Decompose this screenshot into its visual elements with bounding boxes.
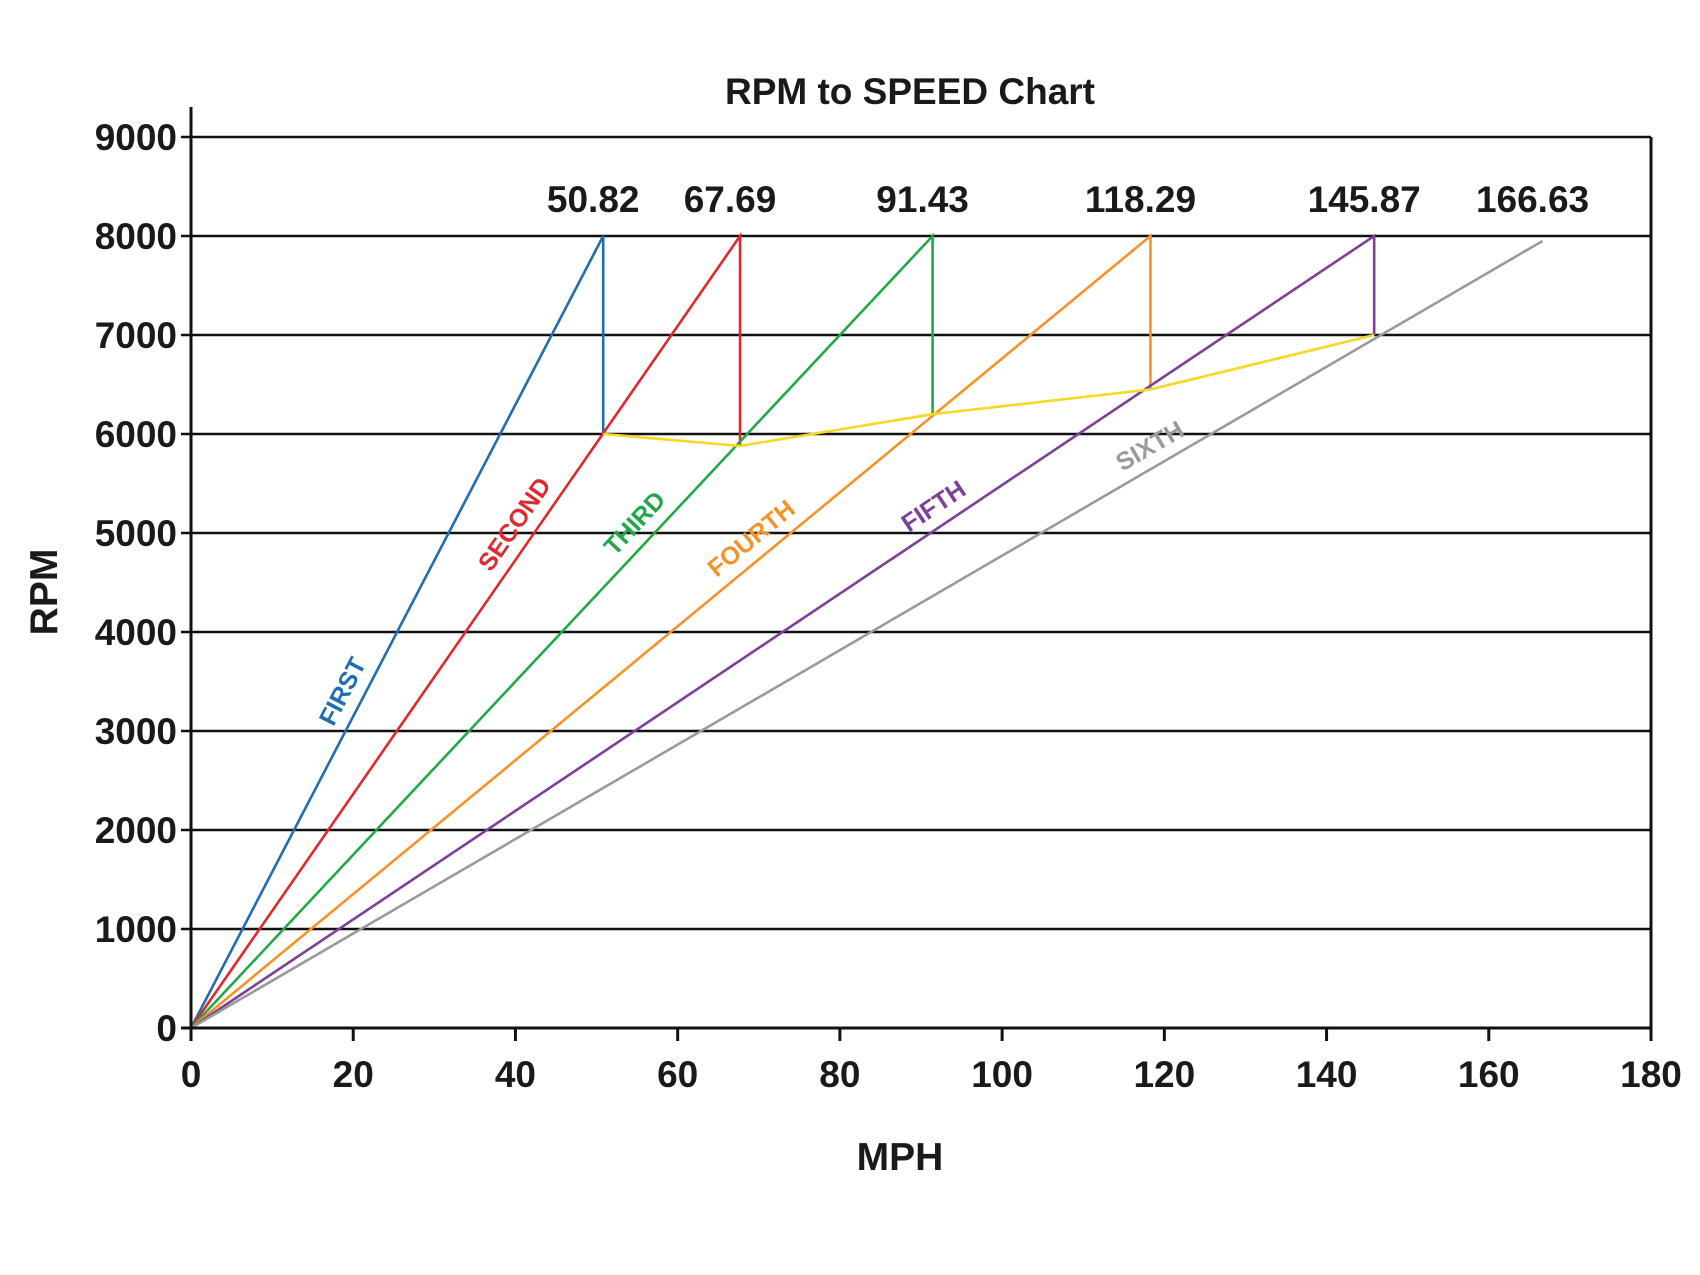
gear-label-fourth: FOURTH [703, 495, 801, 583]
x-tick-label: 180 [1620, 1054, 1682, 1095]
x-tick-label: 40 [495, 1054, 536, 1095]
y-tick-label: 5000 [95, 513, 177, 554]
series-line-fifth [190, 233, 1376, 1030]
series-line-third [190, 232, 934, 1029]
y-tick-label: 9000 [95, 117, 177, 158]
x-tick-label: 120 [1133, 1054, 1195, 1095]
y-tick-label: 4000 [95, 612, 177, 653]
shift-point-line [603, 333, 1375, 448]
axis-layer [189, 107, 1653, 1041]
speed-annotation: 91.43 [876, 179, 969, 220]
gear-label-third: THIRD [599, 486, 672, 561]
series-line-first [189, 235, 605, 1029]
y-tick-label: 6000 [95, 414, 177, 455]
y-tick-label: 1000 [95, 909, 177, 950]
gear-label-sixth: SIXTH [1111, 416, 1189, 477]
label-layer: 0 1000 2000 3000 4000 5000 6000 7000 8000 9000 0 20… [95, 117, 1682, 1095]
x-tick-label: 80 [819, 1054, 860, 1095]
x-tick-label: 160 [1458, 1054, 1520, 1095]
gear-label-fifth: FIFTH [897, 475, 971, 538]
y-tick-label: 0 [156, 1008, 177, 1049]
speed-annotation: 118.29 [1085, 179, 1196, 220]
y-tick-label: 8000 [95, 216, 177, 257]
speed-annotation: 166.63 [1476, 179, 1589, 220]
x-tick-label: 60 [657, 1054, 698, 1095]
x-tick-label: 140 [1296, 1054, 1358, 1095]
series-line-second [189, 231, 742, 1029]
x-tick-label: 0 [181, 1054, 202, 1095]
y-tick-label: 2000 [95, 810, 177, 851]
series-line-sixth [190, 239, 1544, 1030]
gear-label-first: FIRST [314, 653, 372, 730]
x-tick-label: 20 [333, 1054, 374, 1095]
x-axis-label: MPH [857, 1136, 944, 1179]
y-tick-label: 3000 [95, 711, 177, 752]
series-line-fourth [190, 233, 1152, 1030]
y-axis-label: RPM [23, 549, 66, 636]
chart-title: RPM to SPEED Chart [725, 71, 1095, 112]
speed-annotation: 67.69 [684, 179, 777, 220]
speed-annotation: 50.82 [547, 179, 640, 220]
grid-layer [181, 135, 1651, 1030]
speed-annotation: 145.87 [1308, 179, 1421, 220]
series-layer [189, 231, 1544, 1030]
y-tick-label: 7000 [95, 315, 177, 356]
x-tick-label: 100 [971, 1054, 1033, 1095]
